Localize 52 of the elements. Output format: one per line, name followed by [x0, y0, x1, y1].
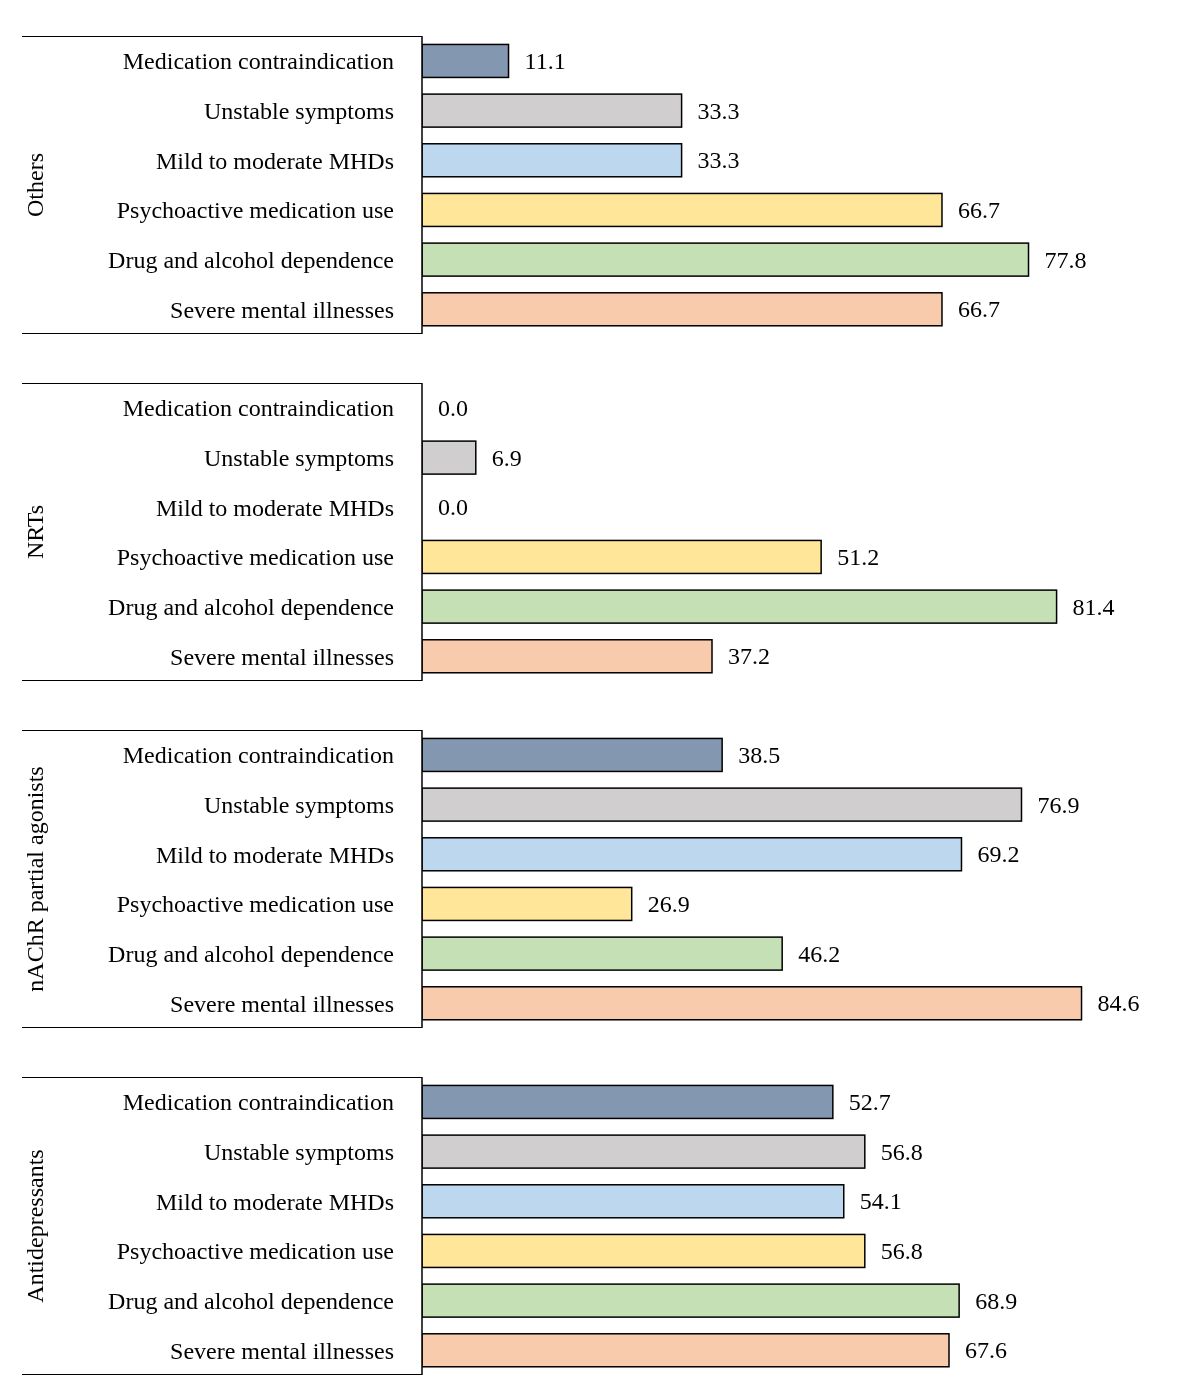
data-label: 33.3	[697, 147, 740, 174]
data-label: 26.9	[647, 890, 690, 917]
y-tick-label: Drug and alcohol dependence	[108, 1288, 394, 1315]
data-label: 77.8	[1044, 246, 1087, 273]
data-label: 76.9	[1037, 791, 1080, 818]
data-label: 54.1	[859, 1188, 902, 1215]
y-tick-label: Medication contraindication	[122, 742, 394, 769]
data-label: 66.7	[957, 296, 1000, 323]
y-tick-label: Mild to moderate MHDs	[156, 841, 394, 868]
y-tick-label: Psychoactive medication use	[116, 1238, 394, 1265]
y-tick-label: Psychoactive medication use	[116, 544, 394, 571]
y-tick-label: Psychoactive medication use	[116, 891, 394, 918]
y-axis-title: Antidepressants	[21, 1149, 48, 1303]
y-tick-label: Drug and alcohol dependence	[108, 594, 394, 621]
y-tick-label: Unstable symptoms	[204, 98, 394, 125]
y-tick-label: Unstable symptoms	[204, 792, 394, 819]
y-tick-label: Unstable symptoms	[204, 445, 394, 472]
y-tick-label: Medication contraindication	[122, 48, 394, 75]
data-label: 68.9	[975, 1287, 1018, 1314]
y-tick-label: Drug and alcohol dependence	[108, 247, 394, 274]
y-axis-title: NRTs	[21, 504, 48, 560]
y-tick-label: Medication contraindication	[122, 395, 394, 422]
data-label: 69.2	[977, 841, 1020, 868]
data-label: 56.8	[880, 1138, 923, 1165]
y-tick-label: Psychoactive medication use	[116, 197, 394, 224]
y-axis-title: Others	[21, 153, 48, 217]
data-label: 56.8	[880, 1237, 923, 1264]
y-tick-label: Severe mental illnesses	[170, 296, 394, 323]
y-axis-title: nAChR partial agonists	[21, 766, 48, 992]
y-tick-label: Unstable symptoms	[204, 1139, 394, 1166]
y-tick-label: Medication contraindication	[122, 1089, 394, 1116]
y-tick-label: Severe mental illnesses	[170, 1337, 394, 1364]
data-label: 38.5	[738, 741, 781, 768]
data-label: 33.3	[697, 97, 740, 124]
data-label: 37.2	[728, 643, 771, 670]
y-tick-label: Severe mental illnesses	[170, 643, 394, 670]
data-label: 46.2	[798, 940, 841, 967]
y-tick-label: Mild to moderate MHDs	[156, 147, 394, 174]
data-label: 11.1	[524, 47, 566, 74]
data-label: 0.0	[438, 394, 468, 421]
data-label: 51.2	[837, 543, 880, 570]
data-label: 84.6	[1097, 990, 1140, 1017]
data-label: 6.9	[491, 444, 522, 471]
data-label: 67.6	[965, 1337, 1007, 1364]
y-tick-label: Drug and alcohol dependence	[108, 941, 394, 968]
data-label: 0.0	[438, 494, 468, 521]
y-tick-label: Severe mental illnesses	[170, 990, 394, 1017]
data-label: 81.4	[1072, 593, 1115, 620]
y-tick-label: Mild to moderate MHDs	[156, 1188, 394, 1215]
data-label: 66.7	[957, 196, 1000, 223]
data-label: 52.7	[848, 1088, 891, 1115]
y-tick-label: Mild to moderate MHDs	[156, 494, 394, 521]
